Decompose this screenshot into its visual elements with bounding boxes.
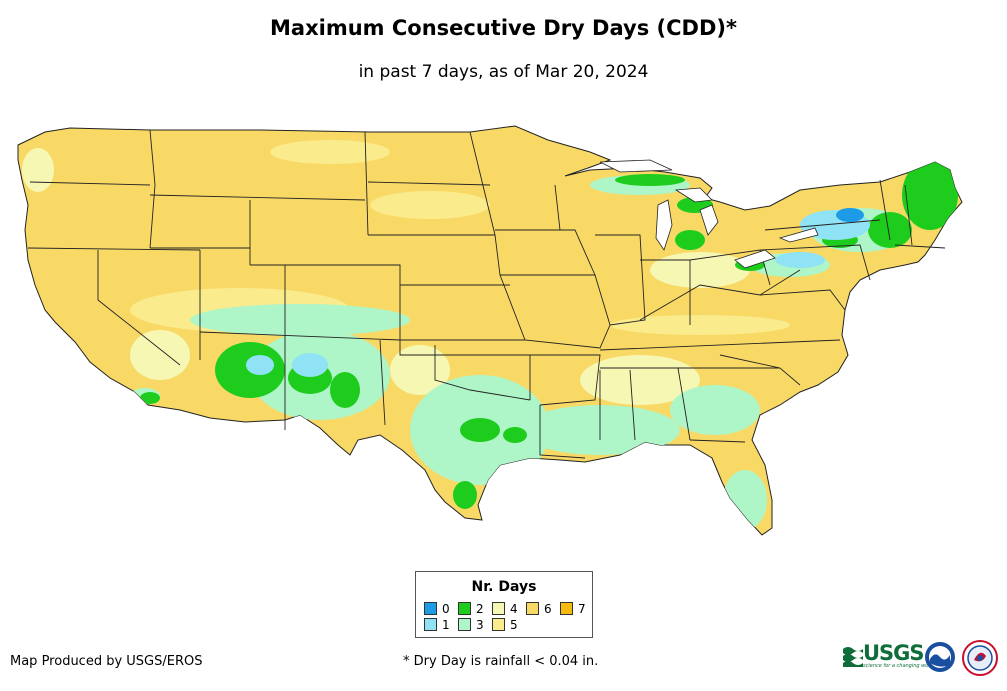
map-title: Maximum Consecutive Dry Days (CDD)* [270, 16, 737, 40]
usgs-tagline: science for a changing world [863, 663, 935, 669]
legend-swatch [424, 602, 437, 615]
legend-item-0: 0 [424, 602, 450, 616]
legend-swatch [458, 602, 471, 615]
legend-item-1: 1 [424, 618, 450, 632]
legend-swatch [492, 602, 505, 615]
legend-swatch [492, 618, 505, 631]
noaa-logo [925, 642, 955, 672]
legend-item-3: 3 [458, 618, 484, 632]
usgs-wordmark: USGS [863, 641, 925, 665]
legend: Nr. Days 0 1 2 3 4 5 6 7 [415, 571, 593, 638]
legend-item-6: 6 [526, 602, 552, 616]
nws-logo [962, 640, 998, 676]
legend-swatch [526, 602, 539, 615]
legend-swatch [560, 602, 573, 615]
legend-swatch [458, 618, 471, 631]
legend-title: Nr. Days [471, 579, 537, 595]
usgs-wave-icon [843, 647, 863, 667]
map-subtitle: in past 7 days, as of Mar 20, 2024 [358, 62, 649, 82]
us-dry-days-map [17, 125, 963, 536]
legend-item-5: 5 [492, 618, 518, 632]
legend-item-7: 7 [560, 602, 586, 616]
producer-credit: Map Produced by USGS/EROS [10, 654, 203, 669]
legend-item-2: 2 [458, 602, 484, 616]
legend-item-4: 4 [492, 602, 518, 616]
usgs-logo: USGS science for a changing world [843, 641, 935, 671]
dry-day-note: * Dry Day is rainfall < 0.04 in. [403, 654, 599, 669]
legend-swatch [424, 618, 437, 631]
